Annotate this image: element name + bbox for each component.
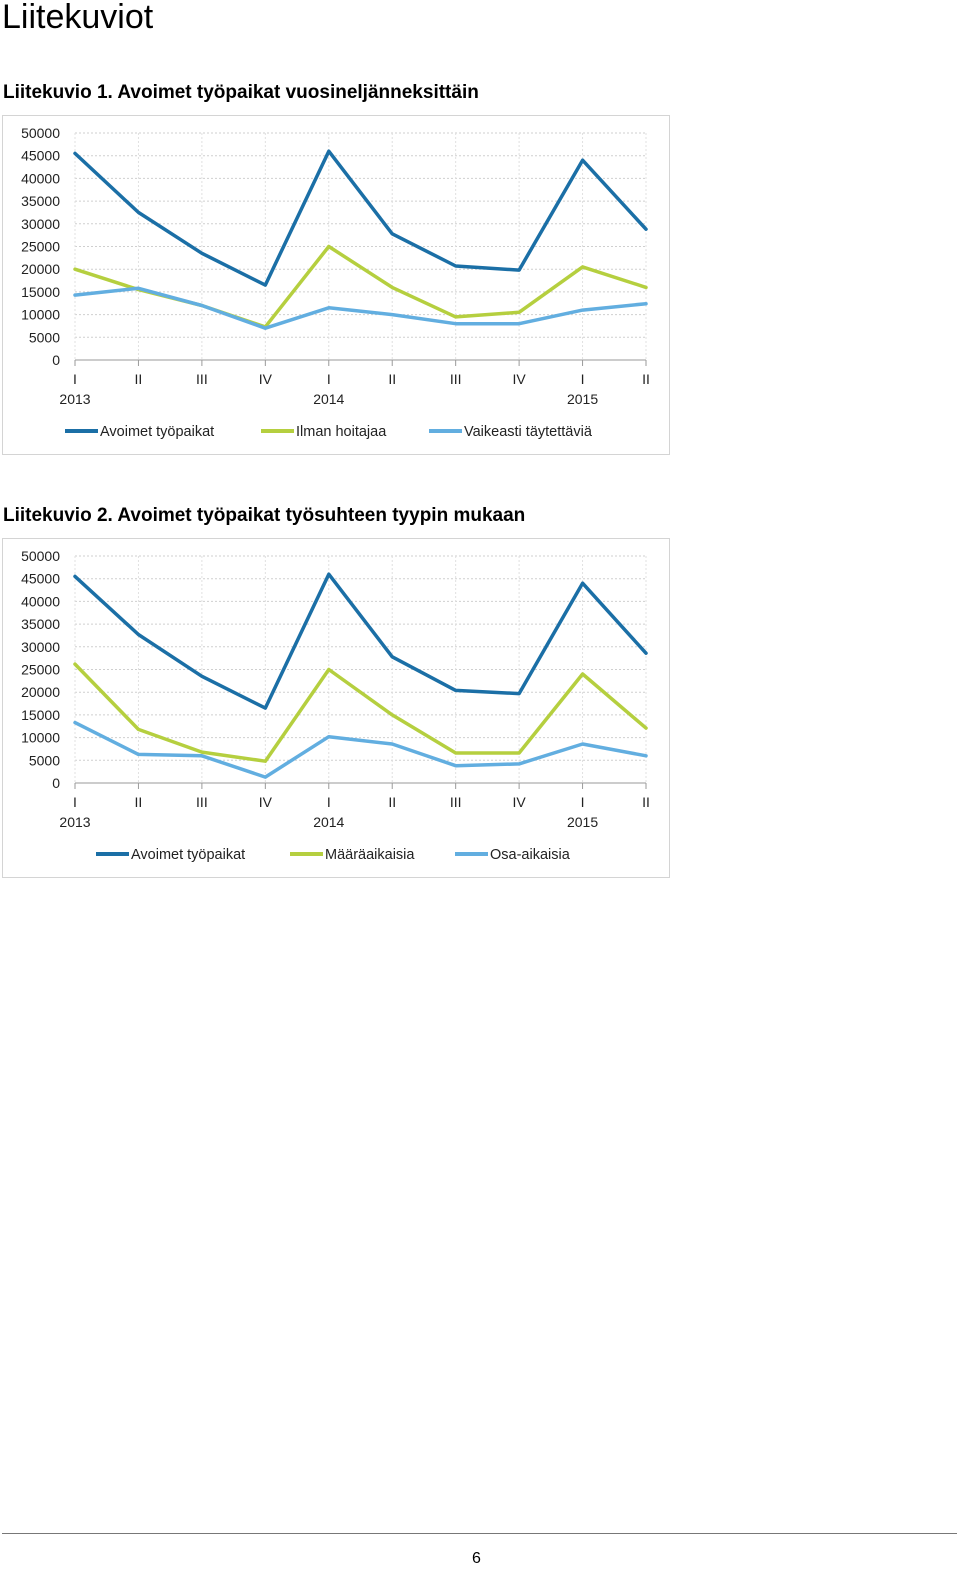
- page-number: 6: [472, 1550, 481, 1567]
- y-tick-label: 25000: [21, 662, 60, 678]
- x-tick-label: II: [135, 371, 143, 387]
- y-tick-label: 0: [52, 775, 60, 791]
- y-tick-label: 40000: [21, 593, 60, 609]
- y-tick-label: 35000: [21, 616, 60, 632]
- y-tick-label: 5000: [29, 329, 60, 345]
- x-tick-label: II: [135, 794, 143, 810]
- page-heading: Liitekuviot: [2, 0, 154, 36]
- x-tick-label: IV: [512, 371, 526, 387]
- y-tick-label: 10000: [21, 730, 60, 746]
- year-label: 2015: [567, 391, 598, 407]
- series-line: [73, 662, 648, 763]
- figure-2-chart: 0 5000 10000 15000 20000 25000 30000 35000 40000…: [2, 538, 670, 878]
- y-tick-label: 15000: [21, 284, 60, 300]
- x-tick-label: III: [450, 794, 462, 810]
- figure-1-chart: 0 5000 10000 15000 20000 25000 30000 35000 40000…: [2, 115, 670, 455]
- figure-1-svg: 0 5000 10000 15000 20000 25000 30000 35000 40000…: [21, 125, 650, 440]
- series-line: [73, 572, 648, 710]
- x-tick-label: IV: [259, 371, 273, 387]
- figure-1-title: Liitekuvio 1. Avoimet työpaikat vuosinel…: [3, 82, 479, 103]
- legend-label: Avoimet työpaikat: [100, 424, 214, 440]
- figure-2-svg: 0 5000 10000 15000 20000 25000 30000 35000 40000…: [21, 548, 650, 863]
- year-label: 2015: [567, 814, 598, 830]
- y-tick-label: 45000: [21, 571, 60, 587]
- y-tick-label: 25000: [21, 239, 60, 255]
- x-tick-label: I: [581, 371, 585, 387]
- x-tick-label: II: [388, 371, 396, 387]
- year-label: 2013: [59, 391, 90, 407]
- y-tick-label: 10000: [21, 307, 60, 323]
- y-tick-label: 30000: [21, 639, 60, 655]
- x-tick-label: II: [388, 794, 396, 810]
- x-tick-label: II: [642, 794, 650, 810]
- y-tick-label: 40000: [21, 170, 60, 186]
- figure-2-title: Liitekuvio 2. Avoimet työpaikat työsuhte…: [3, 505, 526, 526]
- x-tick-label: I: [581, 794, 585, 810]
- x-tick-label: I: [327, 794, 331, 810]
- y-tick-label: 50000: [21, 125, 60, 141]
- y-tick-label: 30000: [21, 216, 60, 232]
- x-tick-label: I: [327, 371, 331, 387]
- y-tick-label: 0: [52, 352, 60, 368]
- y-tick-label: 5000: [29, 752, 60, 768]
- footer-divider: [2, 1533, 957, 1534]
- legend-label: Määräaikaisia: [325, 847, 415, 863]
- year-label: 2014: [313, 814, 344, 830]
- y-tick-label: 50000: [21, 548, 60, 564]
- y-tick-label: 15000: [21, 707, 60, 723]
- year-label: 2014: [313, 391, 344, 407]
- legend-label: Vaikeasti täytettäviä: [464, 424, 593, 440]
- series-line: [73, 286, 648, 330]
- series-line: [73, 720, 648, 779]
- x-tick-label: III: [450, 371, 462, 387]
- legend-label: Ilman hoitajaa: [296, 424, 387, 440]
- year-label: 2013: [59, 814, 90, 830]
- legend-label: Osa-aikaisia: [490, 847, 571, 863]
- y-tick-label: 20000: [21, 261, 60, 277]
- x-tick-label: III: [196, 794, 208, 810]
- x-tick-label: IV: [259, 794, 273, 810]
- legend-label: Avoimet työpaikat: [131, 847, 245, 863]
- x-tick-label: III: [196, 371, 208, 387]
- x-tick-label: I: [73, 794, 77, 810]
- x-tick-label: IV: [512, 794, 526, 810]
- x-tick-label: II: [642, 371, 650, 387]
- y-tick-label: 45000: [21, 148, 60, 164]
- y-tick-label: 20000: [21, 684, 60, 700]
- y-tick-label: 35000: [21, 193, 60, 209]
- x-tick-label: I: [73, 371, 77, 387]
- series-line: [73, 149, 648, 287]
